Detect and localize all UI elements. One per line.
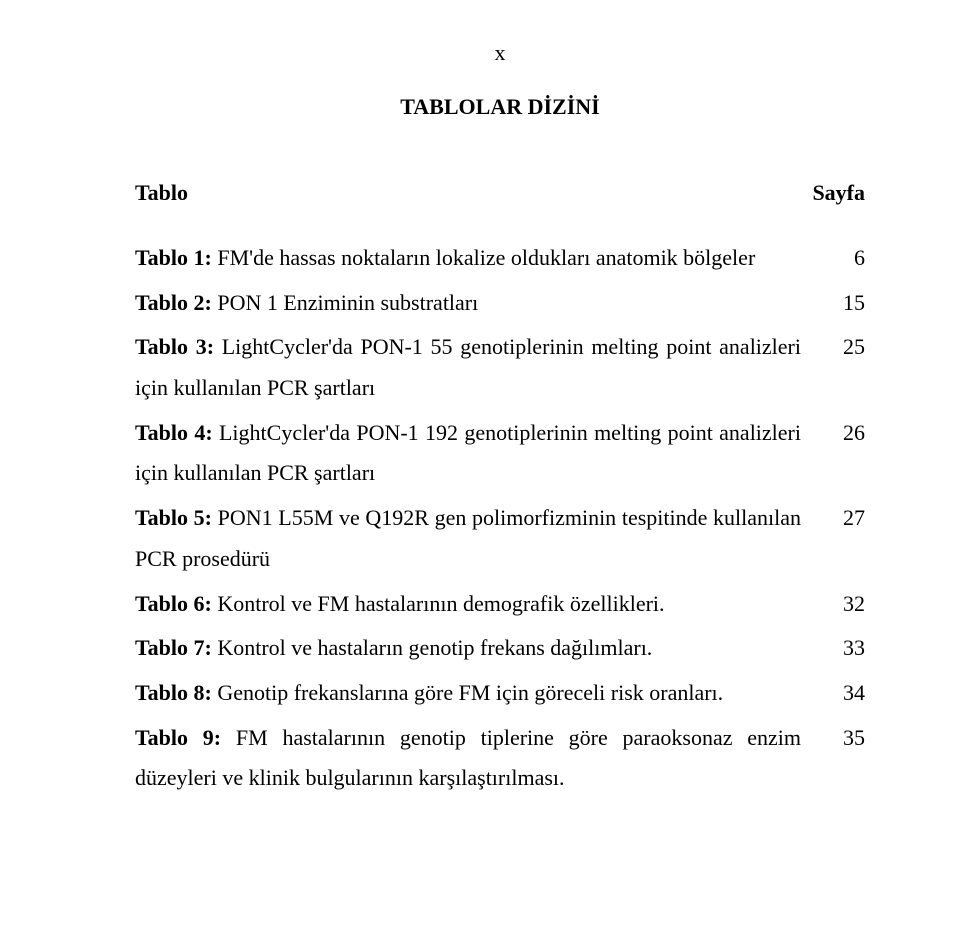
toc-entry-page: 27 — [825, 498, 865, 539]
toc-entry-page: 34 — [825, 673, 865, 714]
toc-entry-description: Kontrol ve FM hastalarının demografik öz… — [212, 591, 665, 616]
toc-entry-label: Tablo 8: — [135, 680, 212, 705]
toc-entry-description: LightCycler'da PON-1 55 genotiplerinin m… — [135, 334, 801, 400]
toc-entry-description: Genotip frekanslarına göre FM için görec… — [212, 680, 723, 705]
toc-entry-text: Tablo 3: LightCycler'da PON-1 55 genotip… — [135, 327, 825, 408]
toc-entry: Tablo 3: LightCycler'da PON-1 55 genotip… — [135, 327, 865, 408]
toc-entry-label: Tablo 2: — [135, 290, 212, 315]
toc-entry-text: Tablo 4: LightCycler'da PON-1 192 genoti… — [135, 413, 825, 494]
toc-entry-label: Tablo 1: — [135, 245, 212, 270]
toc-entry-text: Tablo 7: Kontrol ve hastaların genotip f… — [135, 628, 825, 669]
toc-entry-description: PON 1 Enziminin substratları — [212, 290, 478, 315]
document-page: x TABLOLAR DİZİNİ Tablo Sayfa Tablo 1: F… — [0, 0, 960, 843]
toc-entry: Tablo 7: Kontrol ve hastaların genotip f… — [135, 628, 865, 669]
toc-entry-text: Tablo 8: Genotip frekanslarına göre FM i… — [135, 673, 825, 714]
toc-entry-text: Tablo 1: FM'de hassas noktaların lokaliz… — [135, 238, 825, 279]
toc-entry: Tablo 8: Genotip frekanslarına göre FM i… — [135, 673, 865, 714]
toc-entry-description: LightCycler'da PON-1 192 genotiplerinin … — [135, 420, 801, 486]
toc-entry-text: Tablo 5: PON1 L55M ve Q192R gen polimorf… — [135, 498, 825, 579]
toc-entry: Tablo 2: PON 1 Enziminin substratları15 — [135, 283, 865, 324]
toc-entry-text: Tablo 9: FM hastalarının genotip tipleri… — [135, 718, 825, 799]
toc-entry-description: PON1 L55M ve Q192R gen polimorfizminin t… — [135, 505, 801, 571]
toc-entry: Tablo 6: Kontrol ve FM hastalarının demo… — [135, 584, 865, 625]
page-title: TABLOLAR DİZİNİ — [135, 94, 865, 120]
toc-entry-text: Tablo 2: PON 1 Enziminin substratları — [135, 283, 825, 324]
toc-entry-description: Kontrol ve hastaların genotip frekans da… — [212, 635, 652, 660]
toc-entry-page: 15 — [825, 283, 865, 324]
toc-header-row: Tablo Sayfa — [135, 180, 865, 206]
toc-entry: Tablo 9: FM hastalarının genotip tipleri… — [135, 718, 865, 799]
toc-entry: Tablo 4: LightCycler'da PON-1 192 genoti… — [135, 413, 865, 494]
toc-entry-label: Tablo 3: — [135, 334, 214, 359]
toc-entry-text: Tablo 6: Kontrol ve FM hastalarının demo… — [135, 584, 825, 625]
toc-entry-description: FM hastalarının genotip tiplerine göre p… — [135, 725, 801, 791]
toc-entry: Tablo 1: FM'de hassas noktaların lokaliz… — [135, 238, 865, 279]
toc-entry-label: Tablo 4: — [135, 420, 213, 445]
toc-entry-label: Tablo 7: — [135, 635, 212, 660]
toc-entry-label: Tablo 5: — [135, 505, 212, 530]
toc-entry-description: FM'de hassas noktaların lokalize oldukla… — [212, 245, 755, 270]
toc-entries: Tablo 1: FM'de hassas noktaların lokaliz… — [135, 238, 865, 799]
toc-header-left: Tablo — [135, 180, 188, 206]
page-marker: x — [135, 40, 865, 66]
toc-entry-label: Tablo 9: — [135, 725, 221, 750]
toc-entry-page: 26 — [825, 413, 865, 454]
toc-entry-page: 32 — [825, 584, 865, 625]
toc-entry-label: Tablo 6: — [135, 591, 212, 616]
toc-entry-page: 6 — [825, 238, 865, 279]
toc-entry: Tablo 5: PON1 L55M ve Q192R gen polimorf… — [135, 498, 865, 579]
toc-entry-page: 25 — [825, 327, 865, 368]
toc-entry-page: 33 — [825, 628, 865, 669]
toc-header-right: Sayfa — [812, 180, 865, 206]
toc-entry-page: 35 — [825, 718, 865, 759]
